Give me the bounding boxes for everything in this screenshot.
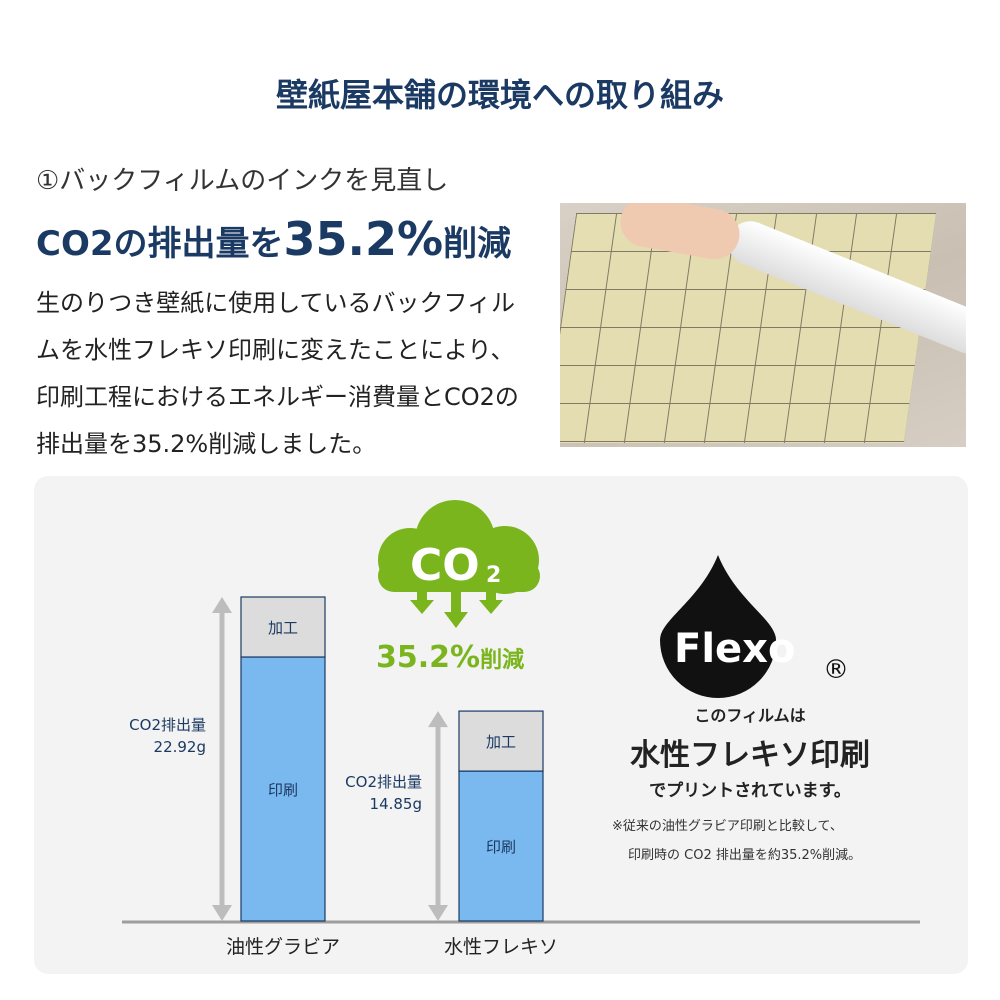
co2-cloud-icon: CO 2 (378, 500, 540, 628)
total-label: CO2排出量 14.85g (308, 771, 422, 815)
segment-label-processing: 加工 (268, 619, 298, 637)
total-label: CO2排出量 22.92g (92, 714, 206, 758)
bar-segment-processing (240, 596, 326, 658)
headline-value: 35.2% (283, 212, 444, 266)
bar-segment-print (240, 656, 326, 922)
film-photo (560, 203, 966, 447)
page-title: 壁紙屋本舗の環境への取り組み (275, 76, 724, 114)
cloud-co: CO (410, 540, 480, 591)
flexo-note1: ※従来の油性グラビア印刷と比較して、 (612, 819, 843, 834)
headline-pre: CO2の排出量を (36, 224, 284, 264)
section-headline: CO2の排出量を35.2%削減 (36, 212, 511, 266)
flexo-line3: でプリントされています。 (649, 781, 851, 801)
registered-mark: ® (823, 655, 849, 685)
flexo-line1: このフィルムは (694, 706, 806, 725)
section-subtitle: ①バックフィルムのインクを見直し (36, 166, 449, 196)
category-label: 油性グラビア (225, 936, 340, 958)
flexo-line2: 水性フレキソ印刷 (630, 738, 870, 773)
total-label-line1: CO2排出量 (345, 773, 422, 792)
cloud-sub: 2 (486, 563, 501, 588)
category-label: 水性フレキソ (443, 936, 558, 958)
flexo-logo-icon: Flexo ® (660, 555, 849, 698)
segment-label-processing: 加工 (486, 733, 516, 751)
segment-label-print: 印刷 (268, 781, 298, 799)
arrow-head-up (428, 711, 448, 728)
flexo-note2: 印刷時の CO2 排出量を約35.2%削減。 (628, 848, 862, 863)
headline-post: 削減 (443, 224, 512, 264)
total-label-value: 14.85g (369, 795, 422, 814)
reduction-suffix: 削減 (480, 648, 525, 673)
arrow-head-down (212, 905, 232, 921)
flexo-logo-text: Flexo (674, 626, 795, 672)
section-body: 生のりつき壁紙に使用しているバックフィルムを水性フレキソ印刷に変えたことにより、… (36, 289, 519, 458)
reduction-label: 35.2%削減 (376, 640, 524, 675)
total-label-line1: CO2排出量 (129, 716, 206, 734)
arrow-head-down (428, 905, 448, 921)
total-label-value: 22.92g (153, 738, 206, 756)
segment-label-print: 印刷 (486, 838, 516, 856)
arrow-head-up (212, 597, 232, 613)
bar-segment-processing (458, 710, 544, 772)
reduction-value: 35.2% (376, 640, 481, 675)
